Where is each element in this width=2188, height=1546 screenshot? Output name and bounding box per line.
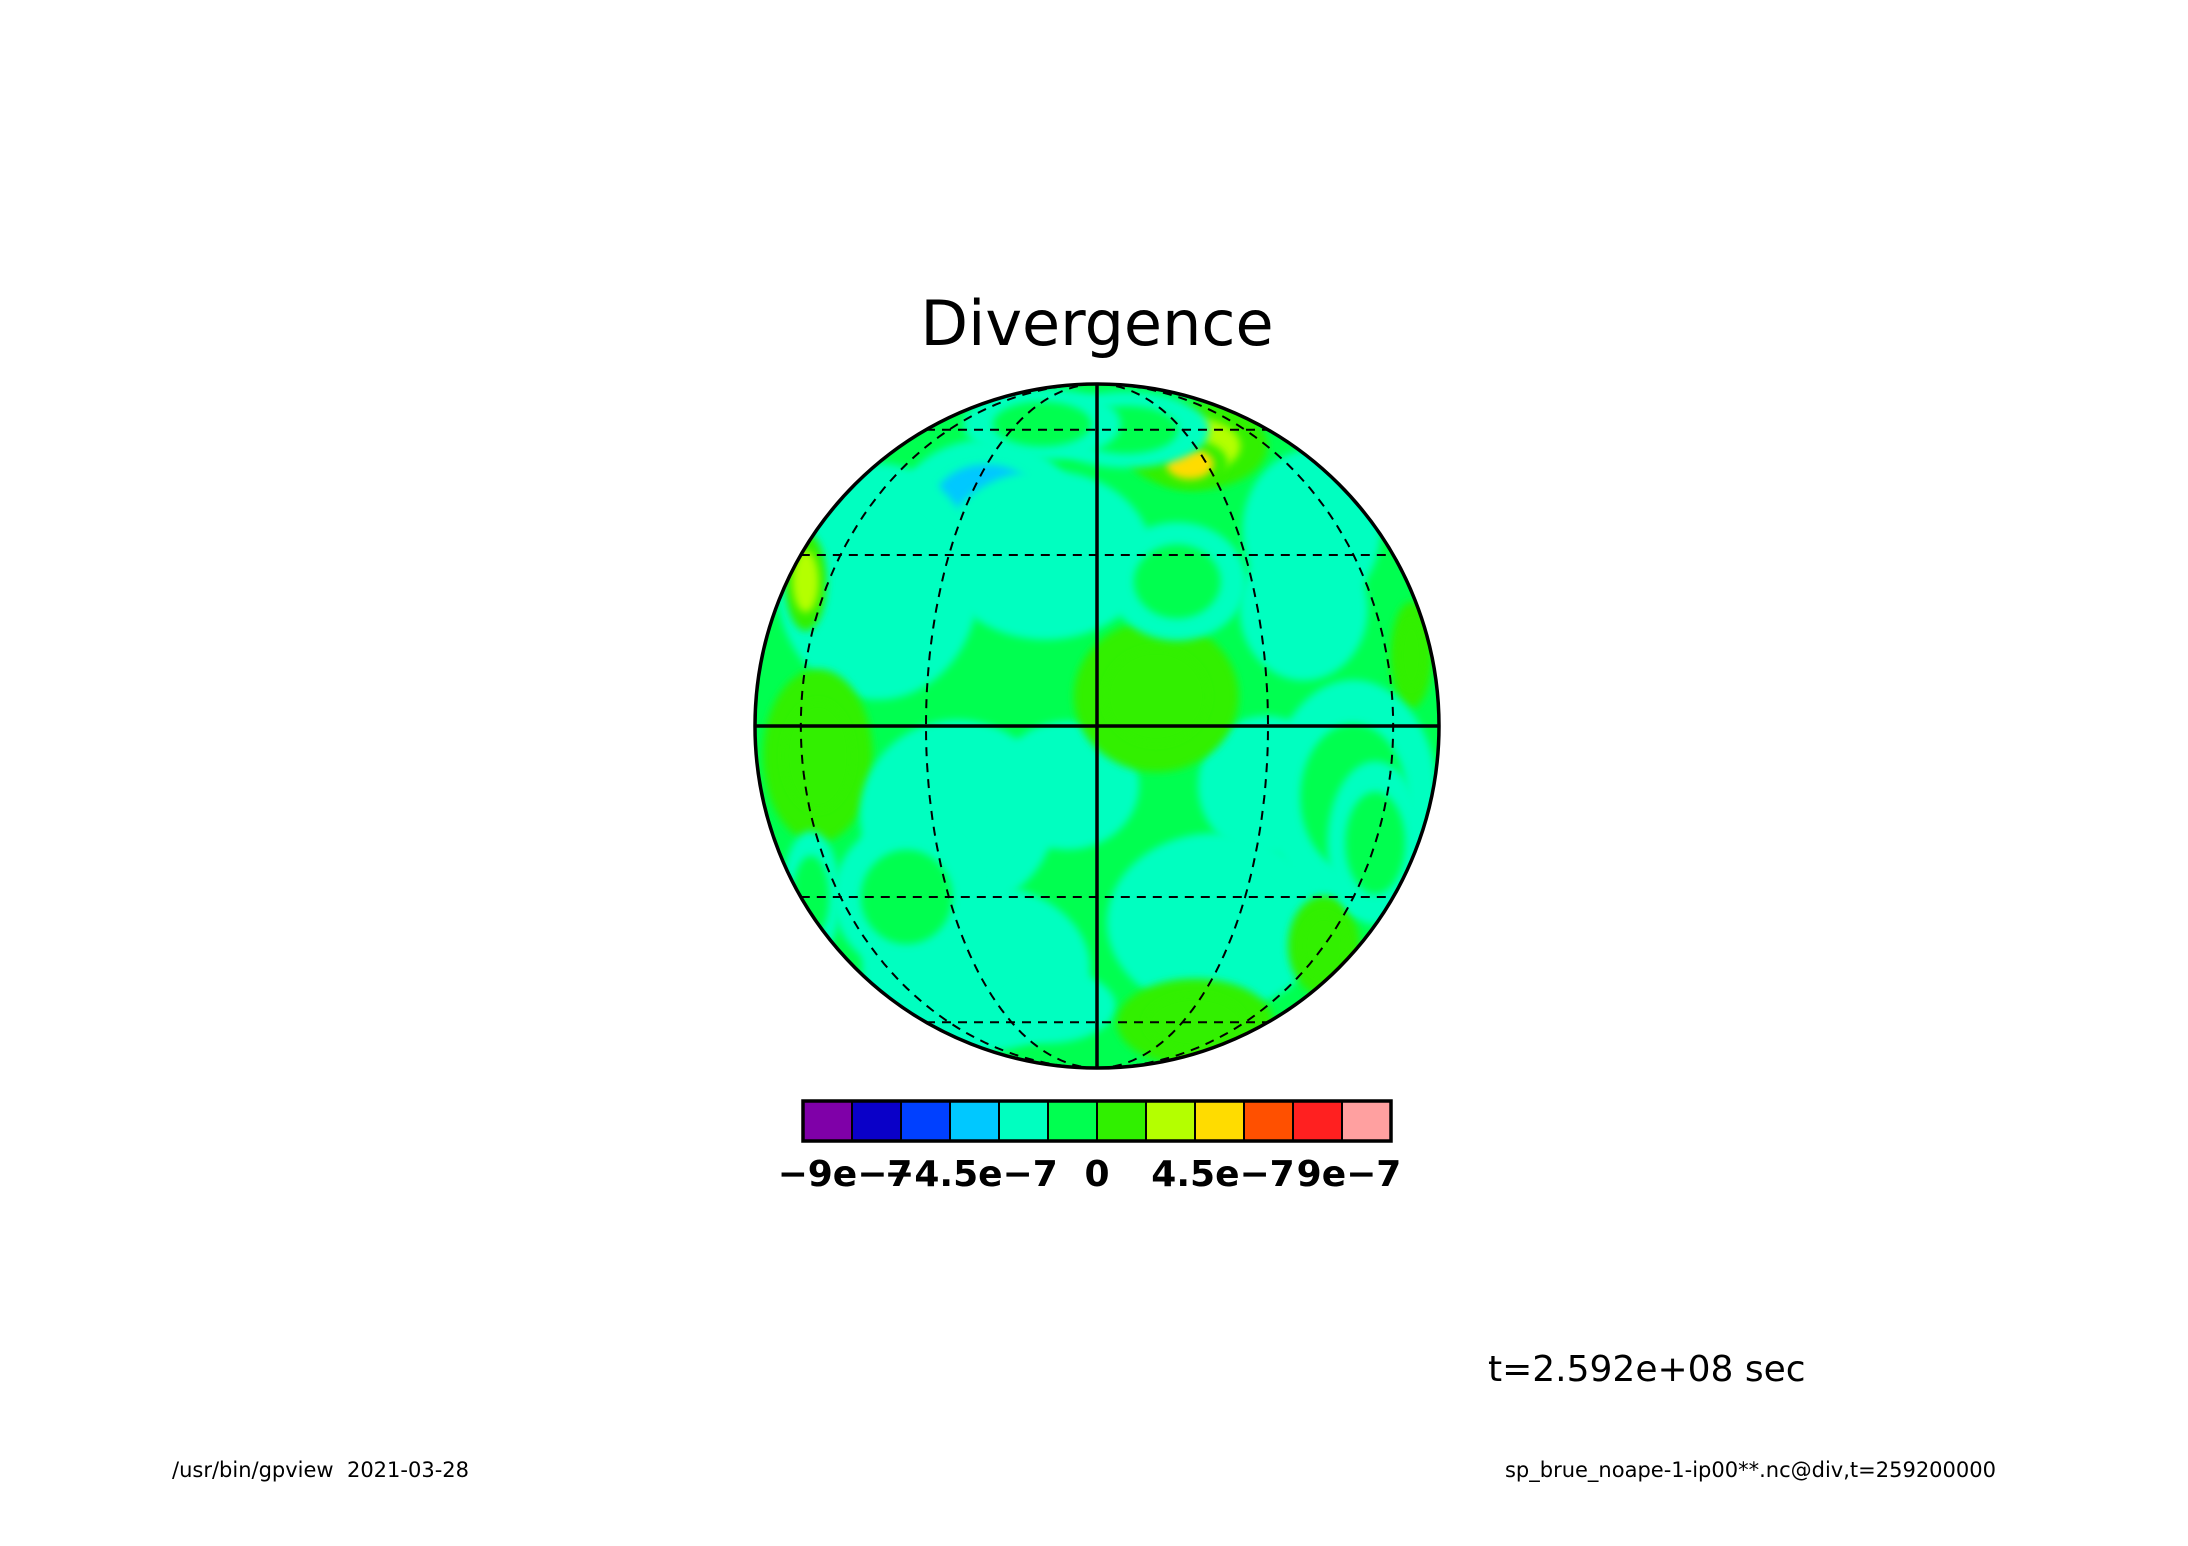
colorbar-swatch xyxy=(802,1100,853,1142)
field-region xyxy=(814,507,942,656)
colorbar-swatch xyxy=(900,1100,951,1142)
field-region xyxy=(992,401,1092,447)
field-region xyxy=(1398,621,1425,689)
time-label: t=2.592e+08 sec xyxy=(1488,1349,1806,1390)
globe-outline xyxy=(753,382,1441,1070)
colorbar-tick-label: 9e−7 xyxy=(1297,1154,1402,1195)
colorbar-tick-label: 0 xyxy=(1084,1154,1109,1195)
colorbar-swatch xyxy=(1096,1100,1147,1142)
field-region xyxy=(792,550,819,613)
colorbar-swatch xyxy=(1145,1100,1196,1142)
colorbar-swatch xyxy=(949,1100,1000,1142)
field-region xyxy=(1345,791,1406,895)
field-region xyxy=(860,849,953,945)
colorbar-swatch xyxy=(1292,1100,1343,1142)
colorbar-swatch xyxy=(1047,1100,1098,1142)
colorbar-swatch xyxy=(998,1100,1049,1142)
colorbar-swatch xyxy=(1341,1100,1392,1142)
colorbar-swatch xyxy=(1243,1100,1294,1142)
colorbar-tick-label: −9e−7 xyxy=(778,1154,913,1195)
chart-title: Divergence xyxy=(920,287,1273,360)
colorbar-swatch xyxy=(851,1100,902,1142)
colorbar-tick-label: 4.5e−7 xyxy=(1151,1154,1294,1195)
colorbar-tick-label: −4.5e−7 xyxy=(884,1154,1058,1195)
field-region xyxy=(1147,866,1284,978)
footer-right: sp_brue_noape-1-ip00**.nc@div,t=25920000… xyxy=(1505,1458,1996,1483)
colorbar-frame xyxy=(801,1099,1393,1143)
globe xyxy=(753,382,1441,1070)
field-region xyxy=(1002,982,1090,1030)
colorbar: −9e−7−4.5e−7 0 4.5e−7 9e−7 xyxy=(778,1099,1402,1195)
colorbar-swatch xyxy=(1194,1100,1245,1142)
field-region xyxy=(1133,544,1221,619)
field-region xyxy=(1104,648,1208,744)
footer-left: /usr/bin/gpview 2021-03-28 xyxy=(172,1458,469,1482)
field-region xyxy=(783,701,853,810)
